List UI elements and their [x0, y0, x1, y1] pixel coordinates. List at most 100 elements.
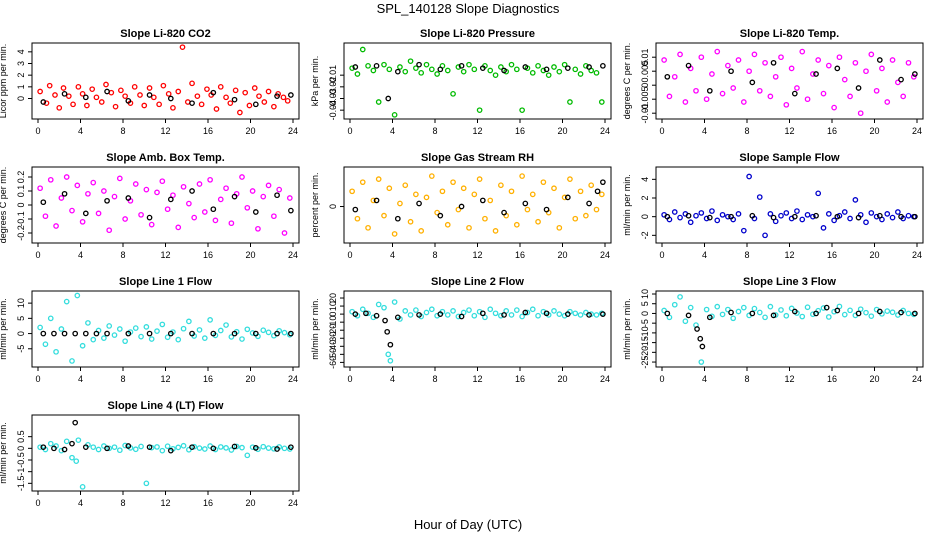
data-point	[564, 194, 571, 201]
data-point	[42, 213, 49, 220]
series-1	[661, 173, 917, 239]
panel-title: Slope Gas Stream RH	[421, 152, 534, 164]
data-point	[598, 99, 605, 105]
data-point	[252, 101, 259, 108]
panel-title: Slope Line 4 (LT) Flow	[108, 400, 224, 412]
data-point	[455, 206, 462, 213]
data-point	[471, 66, 478, 73]
data-point	[125, 443, 132, 449]
data-point	[118, 87, 124, 94]
chart-panel-6: Slope Sample Flow ml/min per min. 0 4 8 12 16 2…	[622, 152, 924, 260]
data-point	[519, 107, 525, 114]
data-point	[274, 192, 280, 199]
data-point	[402, 182, 409, 189]
data-point	[825, 62, 832, 69]
data-point	[428, 306, 435, 313]
data-point	[498, 182, 504, 189]
data-point	[458, 62, 465, 69]
y-tick-label: -25	[640, 356, 650, 369]
data-point	[61, 190, 68, 197]
data-point	[246, 102, 253, 109]
data-point	[529, 191, 536, 198]
data-point	[148, 336, 155, 342]
data-point	[413, 307, 419, 313]
data-point	[354, 71, 361, 77]
data-point	[513, 221, 520, 228]
x-tick-label: 20	[557, 374, 567, 384]
data-point	[201, 209, 208, 215]
y-tick-label: -60	[328, 356, 338, 369]
plot-frame	[31, 166, 300, 244]
x-tick-label: 4	[78, 498, 83, 508]
data-point	[228, 334, 235, 340]
series-2	[40, 330, 294, 337]
data-point	[233, 443, 240, 450]
data-point	[159, 178, 166, 185]
data-point	[728, 309, 734, 316]
data-point	[714, 303, 721, 310]
data-point	[228, 220, 235, 227]
x-tick-label: 4	[390, 374, 395, 384]
x-tick-label: 20	[557, 250, 567, 260]
data-point	[813, 71, 819, 77]
data-point	[682, 318, 689, 325]
data-point	[556, 224, 563, 231]
y-tick-label: 0	[640, 311, 650, 316]
data-point	[363, 310, 369, 317]
data-point	[492, 72, 499, 79]
data-point	[210, 206, 217, 213]
data-point	[70, 101, 76, 108]
data-point	[450, 179, 456, 186]
series-1	[349, 173, 605, 237]
data-point	[873, 87, 880, 94]
data-point	[349, 188, 355, 195]
x-tick-label: 12	[784, 250, 794, 260]
y-tick-label: -0.03	[328, 88, 338, 109]
data-point	[735, 308, 742, 315]
y-tick-label: -0.1	[16, 211, 26, 227]
data-point	[889, 309, 896, 316]
data-point	[47, 315, 54, 322]
data-point	[82, 330, 89, 337]
data-point	[556, 311, 563, 317]
data-point	[714, 48, 721, 55]
data-point	[540, 179, 547, 186]
data-point	[201, 335, 208, 341]
data-point	[288, 207, 294, 214]
data-point	[146, 214, 153, 221]
data-point	[384, 328, 391, 335]
y-axis-label: ml/min per min.	[622, 174, 632, 236]
y-axis-label: ml/min per min.	[0, 298, 8, 360]
panel-title: Slope Line 1 Flow	[119, 276, 212, 288]
data-point	[40, 330, 47, 337]
data-point	[910, 311, 917, 318]
data-point	[370, 67, 377, 74]
x-tick-label: 20	[869, 250, 879, 260]
data-point	[508, 61, 515, 68]
x-tick-label: 20	[869, 374, 879, 384]
data-point	[586, 312, 592, 318]
data-point	[95, 446, 102, 453]
data-point	[150, 94, 157, 101]
data-point	[770, 214, 777, 221]
data-point	[407, 312, 414, 318]
data-point	[265, 445, 272, 451]
series-2	[352, 309, 606, 348]
y-tick-label: 0	[16, 202, 26, 207]
data-point	[79, 90, 86, 97]
data-point	[735, 211, 742, 217]
data-point	[519, 313, 525, 320]
data-point	[418, 69, 425, 76]
series-1	[37, 437, 293, 490]
series-1	[661, 48, 917, 117]
x-tick-label: 24	[288, 126, 298, 136]
data-point	[391, 111, 398, 118]
data-point	[148, 221, 155, 228]
data-point	[180, 442, 187, 449]
y-tick-label: 0.2	[16, 171, 26, 184]
data-point	[492, 310, 499, 317]
data-point	[260, 327, 267, 334]
data-point	[141, 102, 148, 109]
data-point	[217, 196, 224, 203]
x-tick-label: 16	[203, 250, 213, 260]
